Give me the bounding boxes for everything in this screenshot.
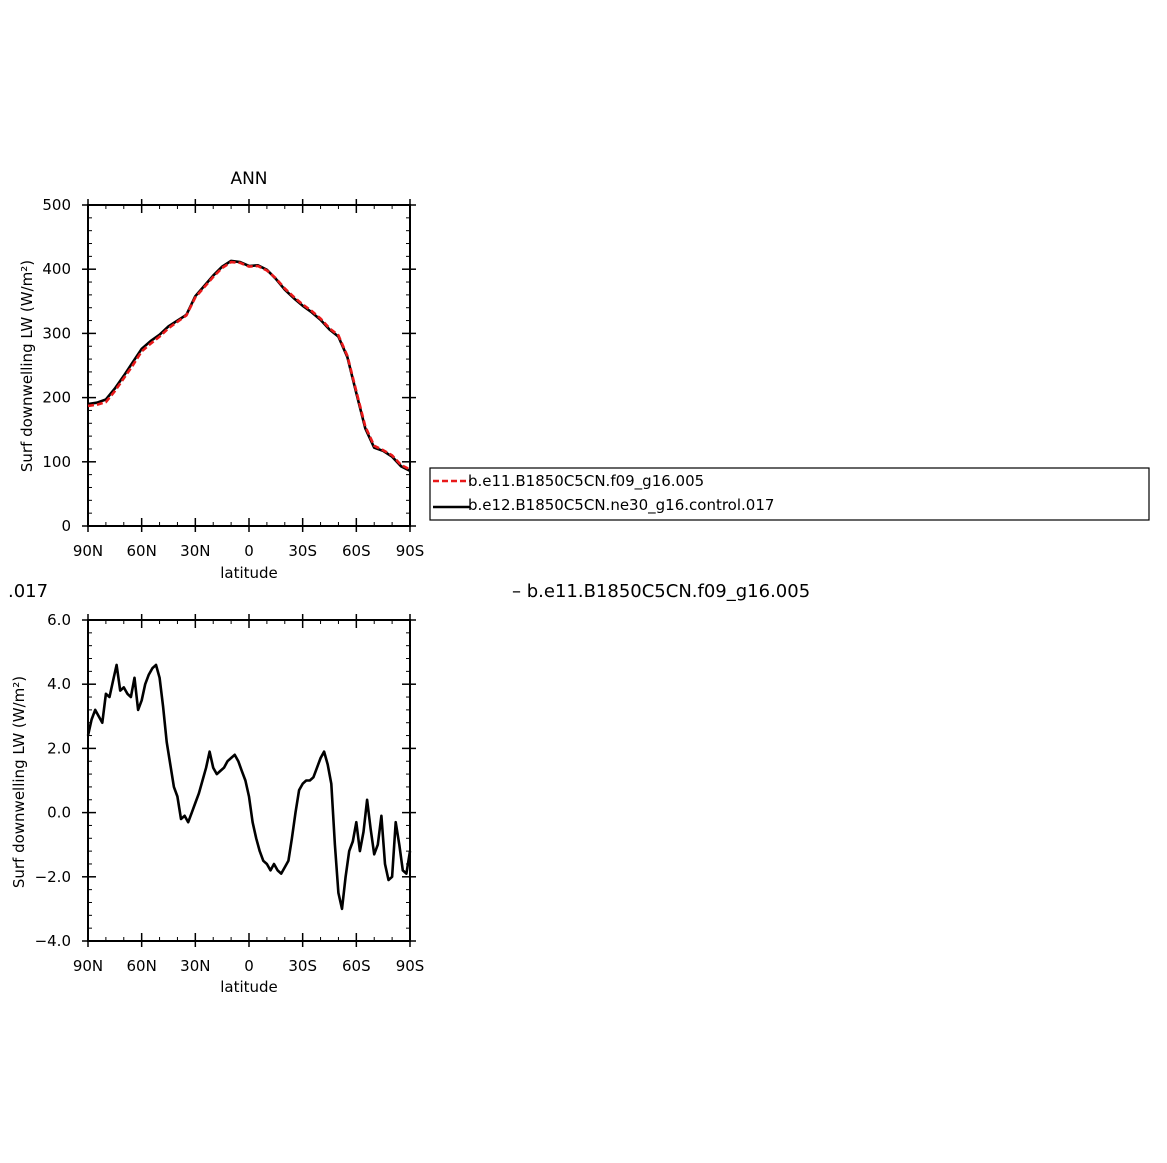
plot-frame — [87, 619, 411, 942]
axis-ticks: 90N 60N 30N 0 30S 60S 90S 0 100 200 300 400 500 — [42, 196, 424, 560]
y-tick-label: −4.0 — [35, 932, 71, 950]
x-tick-label: 60S — [342, 957, 371, 975]
bottom-panel: .017 – b.e11.B1850C5CN.f09_g16.005 90N 60… — [8, 581, 810, 996]
x-tick-label: 0 — [244, 542, 254, 560]
legend-box — [429, 467, 1150, 521]
y-tick-label: 100 — [42, 453, 71, 471]
series-layer — [87, 259, 411, 472]
y-tick-label: 6.0 — [47, 611, 71, 629]
x-tick-label: 90S — [396, 957, 425, 975]
y-tick-label: −2.0 — [35, 868, 71, 886]
x-tick-label: 60N — [127, 542, 157, 560]
series-layer — [86, 663, 412, 911]
x-axis-label: latitude — [220, 978, 278, 996]
x-tick-label: 30S — [288, 957, 317, 975]
series-line-2 — [87, 259, 411, 472]
x-tick-label: 30N — [180, 957, 210, 975]
y-tick-label: 4.0 — [47, 675, 71, 693]
y-tick-label: 300 — [42, 324, 71, 342]
x-tick-label: 0 — [244, 957, 254, 975]
title-fragment-right: – b.e11.B1850C5CN.f09_g16.005 — [512, 581, 810, 602]
title-fragment-left: .017 — [8, 581, 48, 602]
series-line-1 — [87, 260, 411, 471]
x-tick-label: 60S — [342, 542, 371, 560]
y-tick-label: 200 — [42, 389, 71, 407]
x-tick-label: 90S — [396, 542, 425, 560]
plot-frame — [87, 204, 411, 527]
axis-ticks: 90N 60N 30N 0 30S 60S 90S −4.0 −2.0 0.0 2.0 4.0 6.0 — [35, 611, 425, 975]
x-axis-label: latitude — [220, 564, 278, 582]
x-tick-label: 90N — [73, 542, 103, 560]
y-tick-label: 2.0 — [47, 739, 71, 757]
y-tick-label: 400 — [42, 260, 71, 278]
y-axis-label: Surf downwelling LW (W/m²) — [10, 676, 28, 888]
x-tick-label: 30S — [288, 542, 317, 560]
series-line-1 — [86, 663, 412, 911]
x-tick-label: 90N — [73, 957, 103, 975]
y-tick-label: 0.0 — [47, 804, 71, 822]
legend-label-1: b.e11.B1850C5CN.f09_g16.005 — [468, 472, 704, 491]
legend-label-2: b.e12.B1850C5CN.ne30_g16.control.017 — [468, 496, 774, 515]
y-axis-label: Surf downwelling LW (W/m²) — [18, 260, 36, 472]
legend: b.e11.B1850C5CN.f09_g16.005 b.e12.B1850C… — [429, 467, 1150, 521]
chart-title: ANN — [230, 169, 267, 189]
x-tick-label: 30N — [180, 542, 210, 560]
y-tick-label: 0 — [61, 517, 71, 535]
y-tick-label: 500 — [42, 196, 71, 214]
top-panel: ANN 90N 60N 30N 0 30S 60S 90S0100200300400500 … — [18, 169, 424, 582]
x-tick-label: 60N — [127, 957, 157, 975]
